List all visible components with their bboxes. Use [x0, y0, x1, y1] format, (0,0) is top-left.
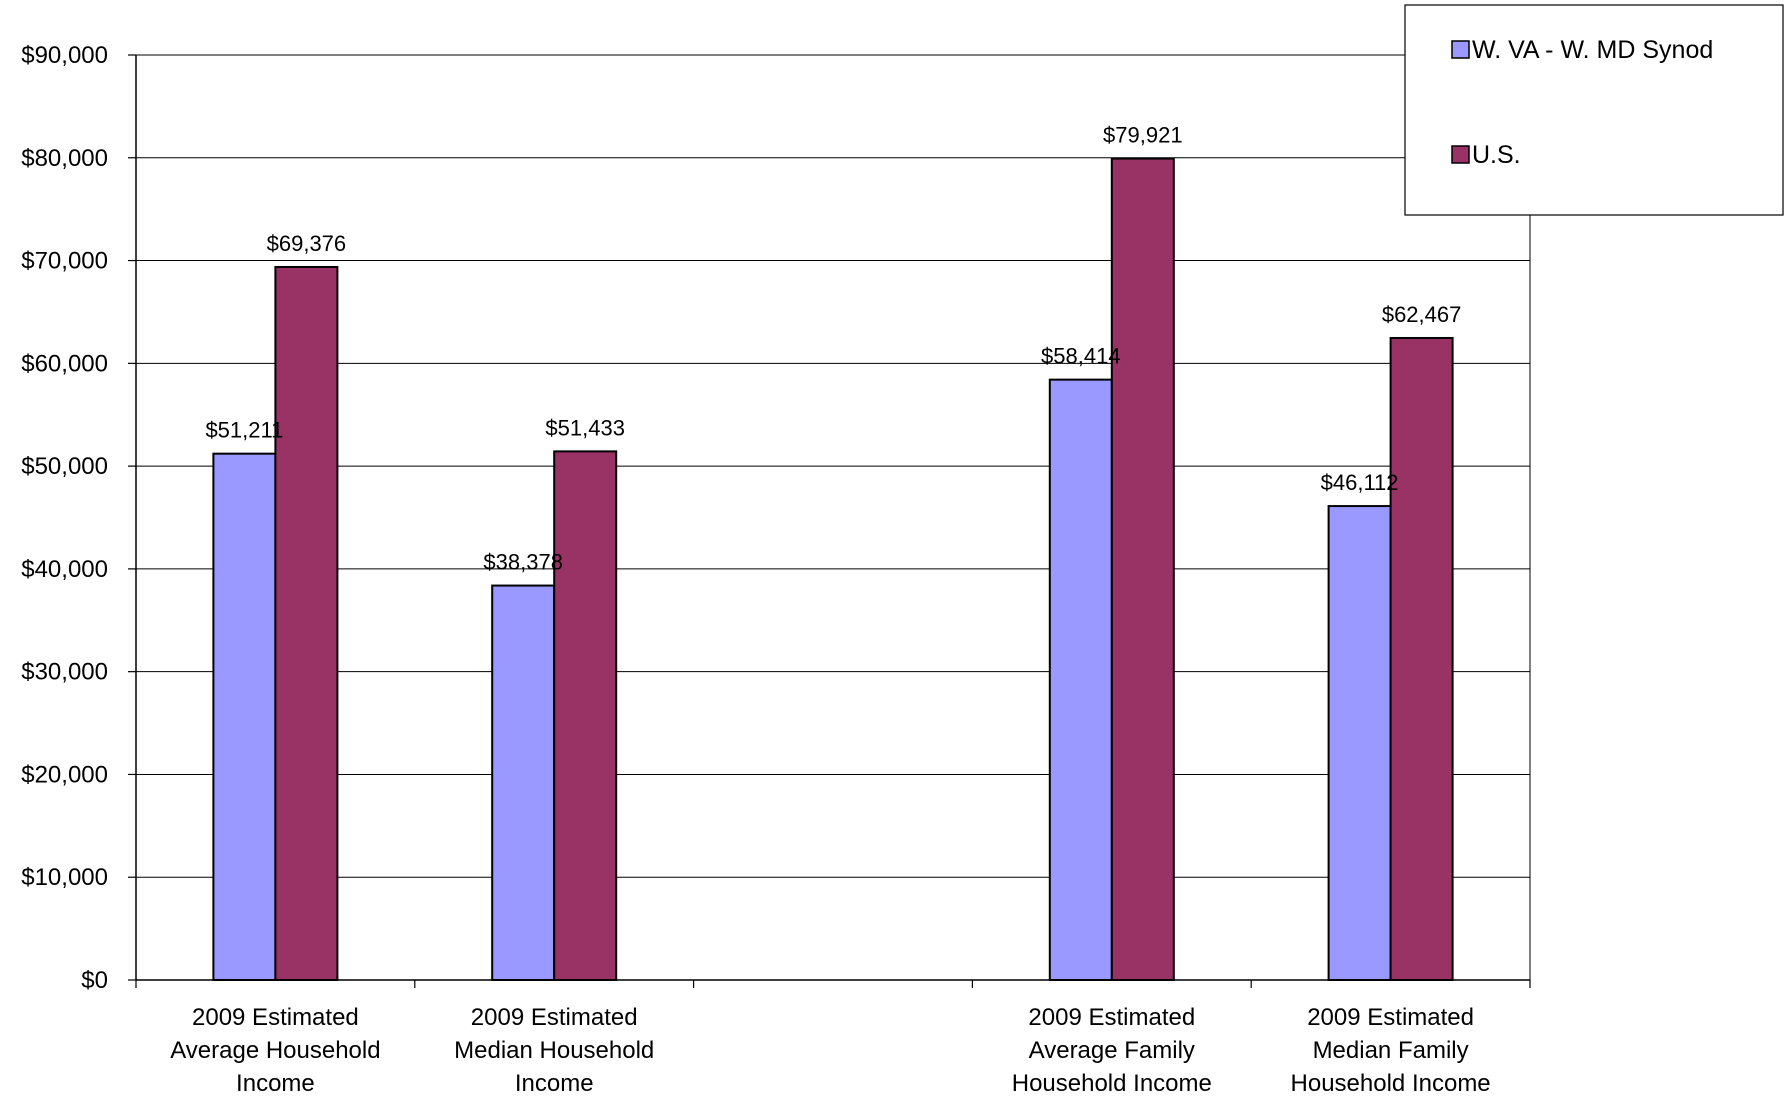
bar-synod	[1048, 378, 1113, 981]
y-tick-label: $90,000	[21, 42, 108, 69]
gridlines	[136, 54, 1530, 878]
y-tick-label: $30,000	[21, 659, 108, 686]
data-label: $79,921	[1103, 123, 1183, 148]
data-label: $46,112	[1321, 470, 1399, 495]
data-label: $51,211	[205, 418, 283, 443]
x-axis-labels: 2009 Estimated Average Household Income 200…	[170, 1004, 1490, 1097]
y-tick-label: $10,000	[21, 864, 108, 891]
y-tick-label: $40,000	[21, 556, 108, 583]
legend-label: W. VA - W. MD Synod	[1472, 36, 1713, 64]
legend-swatch	[1451, 145, 1470, 164]
x-category-label: 2009 Estimated	[1307, 1004, 1474, 1031]
y-tick-label: $80,000	[21, 145, 108, 172]
x-category-label: Income	[236, 1070, 315, 1097]
bar-us	[1389, 336, 1454, 982]
y-axis-ticks: $0 $10,000 $20,000 $30,000 $40,000 $50,000 $60…	[21, 42, 136, 994]
bar-us	[274, 265, 339, 982]
bar-synod	[212, 452, 277, 981]
x-category-label: Median Family	[1313, 1037, 1469, 1064]
data-label: $38,378	[483, 550, 563, 575]
x-category-label: Average Household	[170, 1037, 380, 1064]
bar-us	[1110, 157, 1175, 981]
y-tick-label: $70,000	[21, 248, 108, 275]
y-tick-label: $60,000	[21, 350, 108, 377]
x-category-label: 2009 Estimated	[1028, 1004, 1195, 1031]
data-label: $51,433	[545, 415, 625, 440]
x-category-label: Household Income	[1012, 1070, 1212, 1097]
bar-us	[553, 450, 618, 981]
x-category-label: Median Household	[454, 1037, 654, 1064]
y-tick-label: $50,000	[21, 453, 108, 480]
x-category-label: Household Income	[1291, 1070, 1491, 1097]
bar-synod	[491, 584, 556, 981]
legend-label: U.S.	[1472, 141, 1521, 169]
legend-swatch	[1451, 40, 1470, 59]
x-category-label: 2009 Estimated	[471, 1004, 638, 1031]
data-label: $62,467	[1382, 302, 1462, 327]
bar-synod	[1327, 505, 1392, 981]
bars	[212, 157, 1454, 982]
axes	[135, 55, 1531, 988]
data-labels: $51,211 $69,376 $38,378 $51,433 $58,414 $79,9…	[205, 123, 1461, 575]
legend-box	[1404, 4, 1784, 216]
y-tick-label: $20,000	[21, 761, 108, 788]
data-label: $69,376	[267, 231, 347, 256]
legend: W. VA - W. MD Synod U.S.	[1404, 4, 1784, 216]
data-label: $58,414	[1041, 344, 1121, 369]
x-category-label: Average Family	[1029, 1037, 1195, 1064]
y-tick-label: $0	[81, 967, 108, 994]
x-category-label: Income	[515, 1070, 594, 1097]
x-category-label: 2009 Estimated	[192, 1004, 359, 1031]
